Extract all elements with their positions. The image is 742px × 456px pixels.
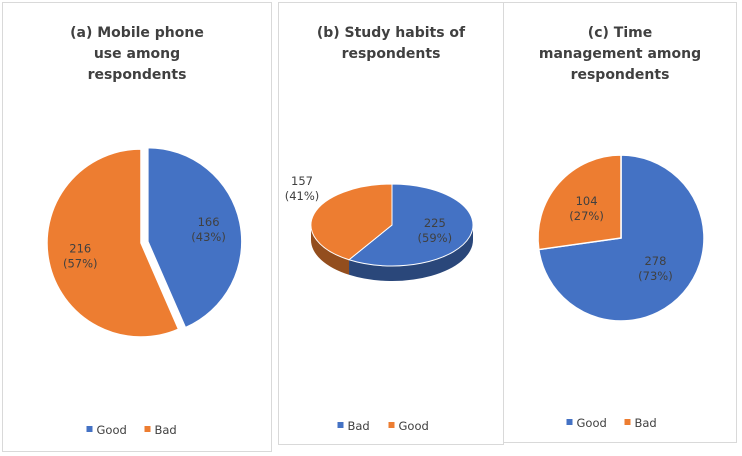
chart-panel-b: (b) Study habits of respondents 225 (59%)… xyxy=(278,2,504,445)
data-label-value-c-0: 278 xyxy=(644,254,666,268)
chart-title-a: (a) Mobile phone use among respondents xyxy=(70,25,204,83)
legend-swatch-a-bad xyxy=(144,426,151,432)
pie-slice-a-good xyxy=(147,146,243,329)
data-label-pct-a-0: (43%) xyxy=(191,230,226,244)
pie-slice-a-bad xyxy=(46,148,180,338)
chart-panel-a: (a) Mobile phone use among respondents 1… xyxy=(2,2,272,452)
chart-panel-c: (c) Time management among respondents 27… xyxy=(503,2,737,443)
data-label-value-c-1: 104 xyxy=(576,194,598,208)
chart-title-c: (c) Time management among respondents xyxy=(538,25,702,83)
legend-swatch-b-bad xyxy=(337,422,344,428)
pie-chart-c: 278(73%) 104(27%) Good Bad xyxy=(537,154,705,430)
data-label-value-b-1: 157 xyxy=(291,174,313,188)
legend-label-c-good: Good xyxy=(577,416,607,430)
data-label-pct-c-0: (73%) xyxy=(638,269,673,283)
legend-swatch-b-good xyxy=(388,422,395,428)
data-label-value-a-0: 166 xyxy=(198,215,220,229)
data-label-pct-a-1: (57%) xyxy=(63,257,98,271)
data-label-pct-c-1: (27%) xyxy=(569,209,604,223)
pie-slice-b-bad xyxy=(347,183,474,267)
pie-side-b-good xyxy=(311,225,350,275)
pie-slice-b-good xyxy=(310,183,393,261)
data-label-pct-b-0: (59%) xyxy=(418,231,453,245)
legend-label-a-bad: Bad xyxy=(155,423,177,437)
pie-chart-a: 166(43%) 216(57%) Good Bad xyxy=(46,146,243,437)
data-label-value-a-1: 216 xyxy=(69,242,91,256)
pie-side-b-bad xyxy=(349,225,473,281)
legend-swatch-a-good xyxy=(86,426,93,432)
legend-label-b-good: Good xyxy=(399,419,429,433)
chart-title-b: (b) Study habits of respondents xyxy=(316,25,466,62)
legend-label-a-good: Good xyxy=(97,423,127,437)
data-label-pct-b-1: (41%) xyxy=(285,189,320,203)
pie-slice-c-bad xyxy=(537,154,622,251)
legend-label-b-bad: Bad xyxy=(348,419,370,433)
pie-chart-b: 225(59%) 157(41%) Bad Good xyxy=(285,174,474,433)
data-label-value-b-0: 225 xyxy=(424,216,446,230)
legend-swatch-c-bad xyxy=(624,419,631,425)
legend-swatch-c-good xyxy=(566,419,573,425)
legend-label-c-bad: Bad xyxy=(635,416,657,430)
